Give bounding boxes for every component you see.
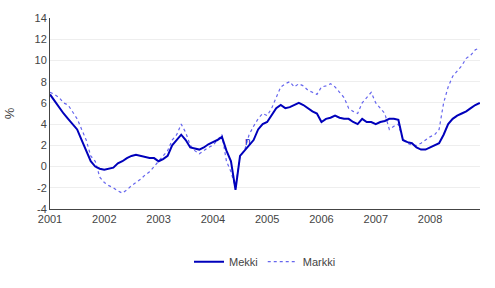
svg-text:-2: -2	[37, 182, 47, 194]
svg-text:0: 0	[41, 160, 47, 172]
svg-text:Mekki: Mekki	[229, 256, 258, 268]
svg-text:2007: 2007	[364, 213, 388, 225]
svg-text:-4: -4	[37, 203, 47, 215]
svg-text:2001: 2001	[38, 213, 62, 225]
svg-text:14: 14	[35, 12, 47, 24]
svg-text:12: 12	[35, 33, 47, 45]
svg-text:6: 6	[41, 97, 47, 109]
svg-text:n: n	[245, 136, 251, 147]
svg-text:2004: 2004	[201, 213, 225, 225]
svg-text:10: 10	[35, 54, 47, 66]
svg-text:%: %	[2, 107, 17, 119]
svg-text:2006: 2006	[309, 213, 333, 225]
svg-text:2008: 2008	[418, 213, 442, 225]
svg-text:2003: 2003	[146, 213, 170, 225]
svg-text:Markki: Markki	[303, 256, 335, 268]
svg-text:2002: 2002	[92, 213, 116, 225]
svg-text:4: 4	[41, 118, 47, 130]
svg-text:8: 8	[41, 76, 47, 88]
svg-text:2005: 2005	[255, 213, 279, 225]
svg-text:2: 2	[41, 139, 47, 151]
